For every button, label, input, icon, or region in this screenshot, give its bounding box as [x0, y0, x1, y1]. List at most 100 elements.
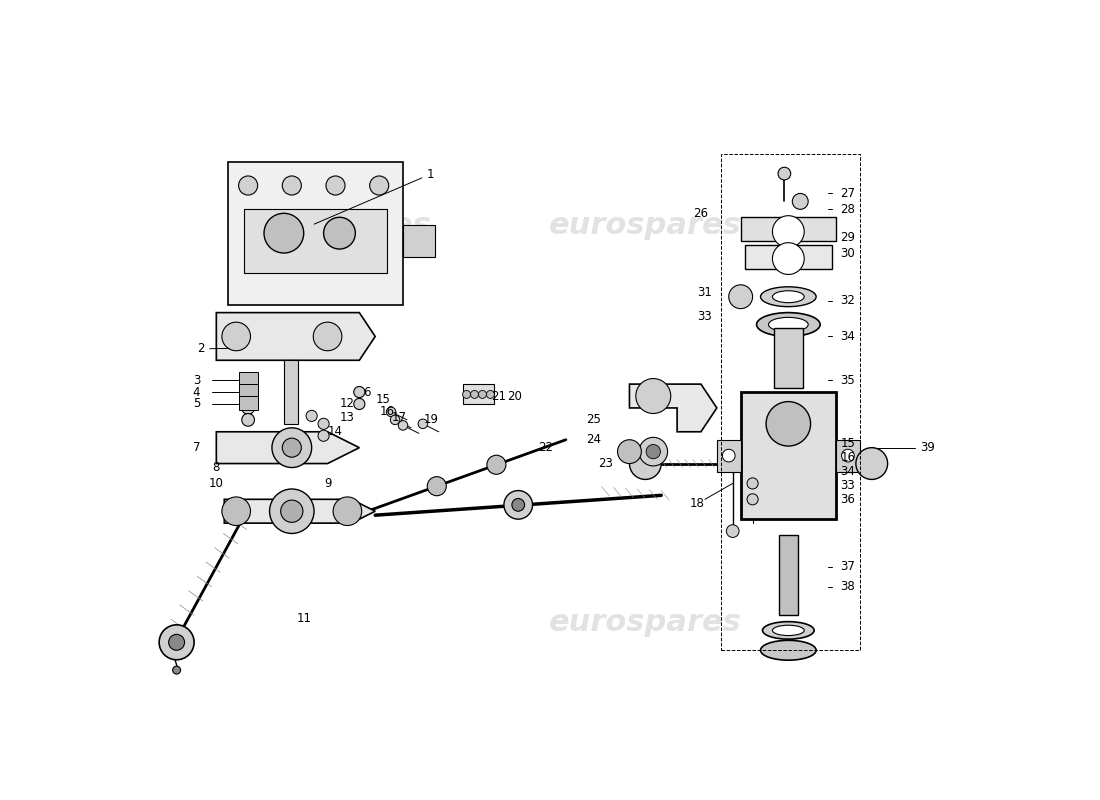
Circle shape — [646, 445, 660, 458]
Circle shape — [639, 438, 668, 466]
Circle shape — [272, 428, 311, 467]
Text: 19: 19 — [424, 414, 438, 426]
Bar — [740, 392, 836, 519]
Circle shape — [486, 390, 494, 398]
Circle shape — [766, 402, 811, 446]
Text: 20: 20 — [507, 390, 521, 402]
Text: 39: 39 — [920, 441, 935, 454]
Circle shape — [723, 450, 735, 462]
Ellipse shape — [769, 318, 808, 332]
Bar — [239, 396, 257, 410]
Bar — [463, 384, 494, 404]
Circle shape — [354, 398, 365, 410]
Circle shape — [729, 285, 752, 309]
Bar — [244, 210, 387, 273]
Text: 3: 3 — [192, 374, 200, 386]
Bar — [740, 218, 836, 241]
Circle shape — [512, 498, 525, 511]
Circle shape — [792, 194, 808, 210]
Bar — [779, 535, 798, 614]
Text: 32: 32 — [840, 294, 856, 307]
Text: 15: 15 — [840, 437, 856, 450]
Text: eurospares: eurospares — [239, 210, 432, 240]
Circle shape — [772, 242, 804, 274]
Ellipse shape — [760, 640, 816, 660]
Circle shape — [280, 500, 302, 522]
Polygon shape — [217, 432, 360, 463]
Polygon shape — [629, 384, 717, 432]
Bar — [836, 440, 860, 471]
Text: 16: 16 — [379, 406, 395, 418]
Bar — [774, 329, 803, 388]
Bar — [239, 372, 257, 386]
Circle shape — [326, 176, 345, 195]
Ellipse shape — [772, 290, 804, 302]
Bar — [717, 440, 740, 471]
Text: 34: 34 — [840, 465, 856, 478]
Circle shape — [242, 390, 254, 402]
Circle shape — [772, 216, 804, 247]
Text: eurospares: eurospares — [549, 210, 741, 240]
Circle shape — [242, 402, 254, 414]
Bar — [229, 162, 403, 305]
Text: 8: 8 — [212, 461, 220, 474]
Text: 22: 22 — [539, 441, 553, 454]
Text: 36: 36 — [840, 493, 856, 506]
Circle shape — [242, 414, 254, 426]
Text: 24: 24 — [586, 434, 602, 446]
Circle shape — [487, 455, 506, 474]
Circle shape — [427, 477, 447, 496]
Circle shape — [478, 390, 486, 398]
Circle shape — [842, 450, 855, 462]
Circle shape — [778, 167, 791, 180]
Circle shape — [386, 407, 396, 417]
Text: 12: 12 — [340, 398, 355, 410]
Circle shape — [270, 489, 315, 534]
Text: 28: 28 — [840, 203, 856, 216]
Circle shape — [323, 218, 355, 249]
Text: 26: 26 — [693, 207, 708, 220]
Ellipse shape — [760, 286, 816, 306]
Text: 15: 15 — [376, 394, 390, 406]
Polygon shape — [224, 499, 375, 523]
Bar — [403, 226, 434, 257]
Bar — [239, 384, 257, 398]
Circle shape — [463, 390, 471, 398]
Circle shape — [370, 176, 388, 195]
Text: 31: 31 — [697, 286, 713, 299]
Text: 35: 35 — [840, 374, 856, 386]
Text: 13: 13 — [340, 411, 355, 424]
Text: 27: 27 — [840, 187, 856, 200]
Circle shape — [239, 176, 257, 195]
Circle shape — [306, 410, 317, 422]
Circle shape — [333, 497, 362, 526]
Circle shape — [222, 497, 251, 526]
Text: 34: 34 — [840, 330, 856, 343]
Text: 37: 37 — [840, 560, 856, 574]
Text: 16: 16 — [840, 450, 856, 464]
Circle shape — [504, 490, 532, 519]
Circle shape — [283, 438, 301, 457]
Text: 5: 5 — [192, 398, 200, 410]
Text: 25: 25 — [586, 414, 601, 426]
Circle shape — [318, 430, 329, 442]
Text: 9: 9 — [323, 477, 331, 490]
Polygon shape — [217, 313, 375, 360]
Text: 21: 21 — [491, 390, 506, 402]
Circle shape — [636, 378, 671, 414]
Circle shape — [318, 418, 329, 430]
Circle shape — [390, 415, 400, 425]
Text: 7: 7 — [192, 441, 200, 454]
Text: 2: 2 — [197, 342, 230, 355]
Text: 1: 1 — [315, 167, 434, 224]
Circle shape — [617, 440, 641, 463]
Circle shape — [314, 322, 342, 350]
Circle shape — [354, 386, 365, 398]
Circle shape — [222, 322, 251, 350]
Circle shape — [471, 390, 478, 398]
Text: 18: 18 — [690, 497, 704, 510]
Circle shape — [264, 214, 304, 253]
Text: 10: 10 — [209, 477, 223, 490]
Text: 14: 14 — [328, 426, 343, 438]
Circle shape — [418, 419, 428, 429]
